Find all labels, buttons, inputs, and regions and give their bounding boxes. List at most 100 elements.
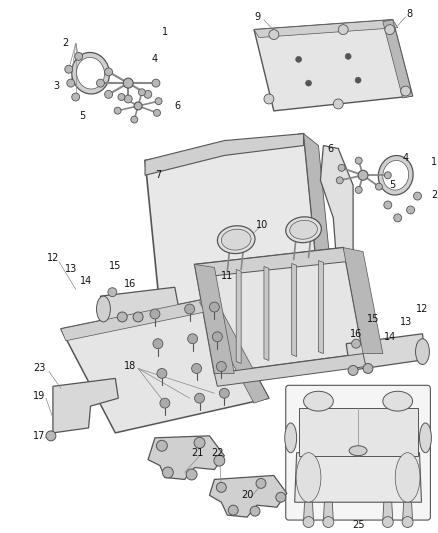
- Ellipse shape: [383, 160, 409, 190]
- Ellipse shape: [216, 361, 226, 372]
- Ellipse shape: [290, 220, 318, 239]
- Text: 1: 1: [431, 157, 438, 167]
- Polygon shape: [209, 475, 287, 517]
- Ellipse shape: [65, 65, 73, 73]
- Text: 17: 17: [33, 431, 45, 441]
- Ellipse shape: [77, 58, 105, 89]
- Polygon shape: [383, 502, 393, 520]
- Ellipse shape: [336, 177, 343, 184]
- Text: 19: 19: [33, 391, 45, 401]
- Text: 8: 8: [406, 9, 413, 19]
- Text: 13: 13: [65, 264, 77, 274]
- Ellipse shape: [394, 214, 402, 222]
- Polygon shape: [148, 436, 224, 480]
- Ellipse shape: [114, 107, 121, 114]
- FancyBboxPatch shape: [286, 385, 431, 520]
- Ellipse shape: [133, 312, 143, 322]
- Ellipse shape: [276, 492, 286, 502]
- Ellipse shape: [355, 77, 361, 83]
- Polygon shape: [215, 353, 366, 386]
- Polygon shape: [61, 297, 269, 433]
- Ellipse shape: [194, 393, 205, 403]
- Ellipse shape: [384, 172, 391, 179]
- Text: 12: 12: [416, 304, 429, 314]
- Ellipse shape: [144, 91, 152, 98]
- Ellipse shape: [117, 312, 127, 322]
- Ellipse shape: [124, 95, 132, 103]
- Polygon shape: [194, 264, 234, 374]
- Polygon shape: [304, 502, 314, 520]
- Ellipse shape: [118, 93, 125, 100]
- Text: 18: 18: [124, 361, 136, 372]
- Text: 12: 12: [47, 253, 59, 263]
- Text: 6: 6: [327, 143, 333, 154]
- Polygon shape: [145, 134, 318, 309]
- Polygon shape: [346, 334, 425, 370]
- Ellipse shape: [406, 206, 414, 214]
- Polygon shape: [254, 20, 413, 111]
- Ellipse shape: [306, 80, 311, 86]
- Ellipse shape: [256, 479, 266, 488]
- Text: 6: 6: [175, 101, 181, 111]
- Text: 2: 2: [63, 38, 69, 49]
- Ellipse shape: [219, 388, 229, 398]
- Text: 22: 22: [211, 448, 224, 458]
- Text: 25: 25: [352, 520, 364, 530]
- Text: 16: 16: [350, 329, 362, 339]
- Ellipse shape: [191, 364, 201, 374]
- Ellipse shape: [264, 94, 274, 104]
- Text: 16: 16: [124, 279, 136, 289]
- Polygon shape: [299, 408, 417, 456]
- Ellipse shape: [345, 53, 351, 59]
- Ellipse shape: [304, 391, 333, 411]
- Ellipse shape: [162, 467, 173, 478]
- Ellipse shape: [323, 516, 334, 528]
- Ellipse shape: [303, 516, 314, 528]
- Ellipse shape: [228, 505, 238, 515]
- Ellipse shape: [75, 52, 83, 60]
- Ellipse shape: [155, 98, 162, 104]
- Ellipse shape: [123, 78, 133, 88]
- Ellipse shape: [358, 171, 368, 180]
- Ellipse shape: [338, 25, 348, 35]
- Ellipse shape: [286, 217, 321, 243]
- Ellipse shape: [96, 296, 110, 322]
- Polygon shape: [295, 453, 421, 502]
- Polygon shape: [53, 378, 118, 433]
- Polygon shape: [236, 269, 241, 364]
- Ellipse shape: [67, 79, 75, 87]
- Ellipse shape: [187, 334, 198, 344]
- Text: 14: 14: [384, 332, 396, 342]
- Ellipse shape: [384, 201, 392, 209]
- Ellipse shape: [131, 116, 138, 123]
- Ellipse shape: [383, 391, 413, 411]
- Ellipse shape: [355, 157, 362, 164]
- Ellipse shape: [416, 339, 429, 365]
- Ellipse shape: [157, 368, 167, 378]
- Ellipse shape: [217, 226, 255, 254]
- Ellipse shape: [338, 164, 345, 171]
- Ellipse shape: [382, 516, 393, 528]
- Polygon shape: [343, 248, 383, 353]
- Ellipse shape: [378, 156, 413, 195]
- Polygon shape: [403, 502, 413, 520]
- Ellipse shape: [420, 423, 431, 453]
- Ellipse shape: [285, 423, 297, 453]
- Polygon shape: [100, 287, 180, 322]
- Ellipse shape: [152, 79, 160, 87]
- Ellipse shape: [214, 455, 225, 466]
- Ellipse shape: [186, 469, 197, 480]
- Text: 21: 21: [191, 448, 204, 458]
- Ellipse shape: [269, 30, 279, 39]
- Ellipse shape: [296, 453, 321, 502]
- Ellipse shape: [402, 516, 413, 528]
- Polygon shape: [304, 134, 333, 294]
- Ellipse shape: [221, 229, 251, 250]
- Ellipse shape: [250, 506, 260, 516]
- Polygon shape: [318, 261, 323, 353]
- Ellipse shape: [296, 56, 302, 62]
- Ellipse shape: [185, 304, 194, 314]
- Polygon shape: [200, 297, 269, 403]
- Ellipse shape: [348, 366, 358, 375]
- Polygon shape: [194, 248, 363, 374]
